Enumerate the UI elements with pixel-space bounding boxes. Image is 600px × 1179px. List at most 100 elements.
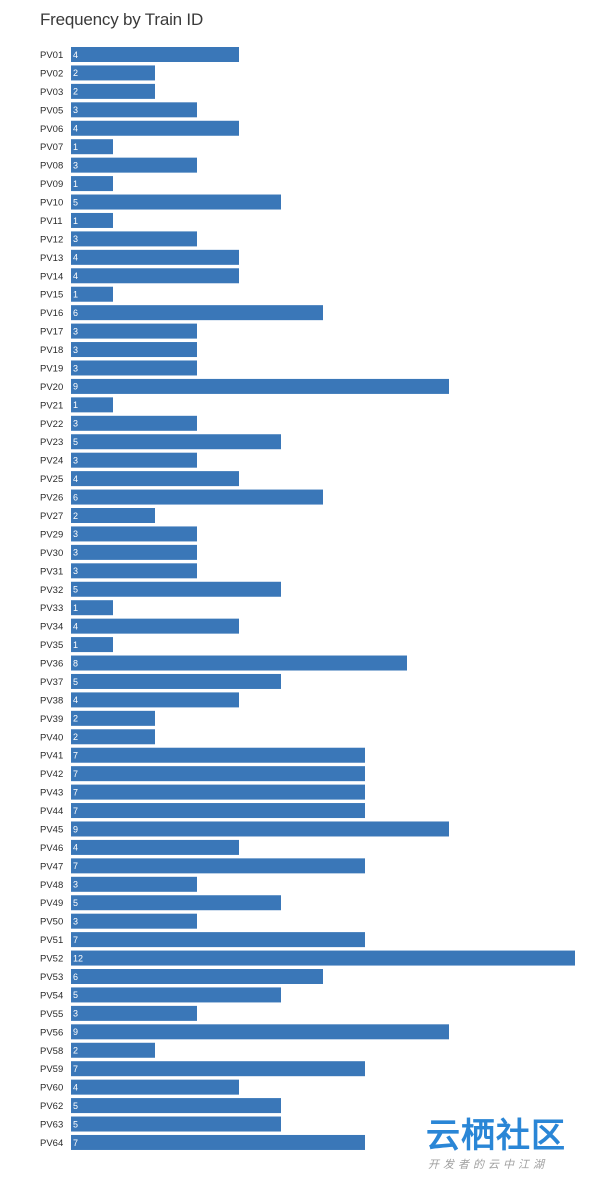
tick-label-pv45: PV45 (40, 824, 63, 835)
tick-label-pv30: PV30 (40, 548, 63, 559)
value-label-pv13: 4 (73, 253, 78, 263)
bar-pv19 (71, 360, 197, 376)
bar-pv27 (71, 508, 155, 523)
tick-labels-layer: PV01 PV02 PV03 PV05 PV06 PV07 PV08 PV09 PV10 PV11… (40, 50, 63, 1149)
bar-pv29 (71, 526, 197, 542)
bar-pv47 (71, 858, 365, 874)
tick-label-pv29: PV29 (40, 529, 63, 540)
value-label-pv20: 9 (73, 382, 78, 392)
value-label-pv42: 7 (73, 769, 78, 779)
bar-pv01 (71, 47, 239, 62)
value-label-pv55: 3 (73, 1009, 78, 1019)
bar-pv08 (71, 157, 197, 173)
value-label-pv19: 3 (73, 363, 78, 373)
tick-label-pv52: PV52 (40, 954, 63, 965)
tick-label-pv42: PV42 (40, 769, 63, 780)
value-label-pv23: 5 (73, 437, 78, 447)
bar-pv18 (71, 342, 197, 358)
tick-label-pv37: PV37 (40, 677, 63, 688)
bar-pv44 (71, 803, 365, 819)
tick-label-pv12: PV12 (40, 234, 63, 245)
bar-pv32 (71, 581, 281, 597)
value-label-pv09: 1 (73, 179, 78, 189)
tick-label-pv48: PV48 (40, 880, 63, 891)
tick-label-pv39: PV39 (40, 714, 63, 725)
chart-title: Frequency by Train ID (40, 10, 204, 29)
value-labels-layer: 4 2 2 3 4 1 3 1 5 1 3 4 4 1 6 3 3 3 9 1 3 5 3 4 6 2 3 3 3 5 1 4 1 8 5 4 2 2 7 7… (73, 50, 83, 1148)
bar-pv22 (71, 415, 197, 431)
value-label-pv11: 1 (73, 216, 78, 226)
tick-label-pv50: PV50 (40, 917, 63, 928)
bar-pv33 (71, 600, 113, 616)
bar-pv40 (71, 729, 155, 745)
bar-pv03 (71, 83, 155, 99)
tick-label-pv59: PV59 (40, 1064, 63, 1075)
tick-label-pv51: PV51 (40, 935, 63, 946)
tick-label-pv47: PV47 (40, 861, 63, 872)
bar-pv59 (71, 1061, 365, 1077)
tick-label-pv17: PV17 (40, 327, 63, 338)
value-label-pv10: 5 (73, 197, 78, 207)
tick-label-pv36: PV36 (40, 659, 63, 670)
bar-pv21 (71, 397, 113, 413)
value-label-pv47: 7 (73, 861, 78, 871)
tick-label-pv02: PV02 (40, 68, 63, 79)
bar-pv43 (71, 784, 365, 800)
tick-label-pv60: PV60 (40, 1083, 63, 1094)
tick-label-pv58: PV58 (40, 1046, 63, 1057)
bar-pv64 (71, 1134, 365, 1150)
tick-label-pv03: PV03 (40, 87, 63, 98)
tick-label-pv13: PV13 (40, 253, 63, 264)
bar-pv23 (71, 434, 281, 450)
bar-pv39 (71, 710, 155, 726)
bar-pv09 (71, 176, 113, 192)
bar-pv63 (71, 1116, 281, 1132)
tick-label-pv22: PV22 (40, 419, 63, 430)
tick-label-pv08: PV08 (40, 161, 63, 172)
bars-layer (71, 47, 575, 1150)
bar-pv35 (71, 637, 113, 653)
bar-pv49 (71, 895, 281, 911)
bar-pv25 (71, 471, 239, 487)
bar-pv45 (71, 821, 449, 837)
bar-pv58 (71, 1042, 155, 1058)
bar-pv50 (71, 913, 197, 929)
value-label-pv36: 8 (73, 658, 78, 668)
tick-label-pv05: PV05 (40, 105, 63, 116)
value-label-pv16: 6 (73, 308, 78, 318)
tick-label-pv24: PV24 (40, 456, 63, 467)
bar-pv62 (71, 1098, 281, 1114)
tick-label-pv41: PV41 (40, 751, 63, 762)
bar-pv36 (71, 655, 407, 671)
bar-pv16 (71, 305, 323, 321)
tick-label-pv11: PV11 (40, 216, 63, 227)
value-label-pv34: 4 (73, 621, 78, 631)
bar-pv24 (71, 452, 197, 468)
value-label-pv63: 5 (73, 1119, 78, 1129)
value-label-pv50: 3 (73, 916, 78, 926)
value-label-pv25: 4 (73, 474, 78, 484)
value-label-pv41: 7 (73, 751, 78, 761)
tick-label-pv16: PV16 (40, 308, 63, 319)
tick-label-pv19: PV19 (40, 363, 63, 374)
tick-label-pv09: PV09 (40, 179, 63, 190)
bar-pv55 (71, 1005, 197, 1021)
value-label-pv12: 3 (73, 234, 78, 244)
bar-pv31 (71, 563, 197, 579)
tick-label-pv43: PV43 (40, 788, 63, 799)
tick-label-pv49: PV49 (40, 898, 63, 909)
value-label-pv44: 7 (73, 806, 78, 816)
value-label-pv64: 7 (73, 1138, 78, 1148)
tick-label-pv32: PV32 (40, 585, 63, 596)
tick-label-pv26: PV26 (40, 493, 63, 504)
value-label-pv03: 2 (73, 87, 78, 97)
bar-pv38 (71, 692, 239, 708)
tick-label-pv27: PV27 (40, 511, 63, 522)
value-label-pv26: 6 (73, 492, 78, 502)
bar-pv54 (71, 987, 281, 1003)
value-label-pv17: 3 (73, 326, 78, 336)
bar-pv42 (71, 766, 365, 782)
value-label-pv07: 1 (73, 142, 78, 152)
bar-pv05 (71, 102, 197, 118)
